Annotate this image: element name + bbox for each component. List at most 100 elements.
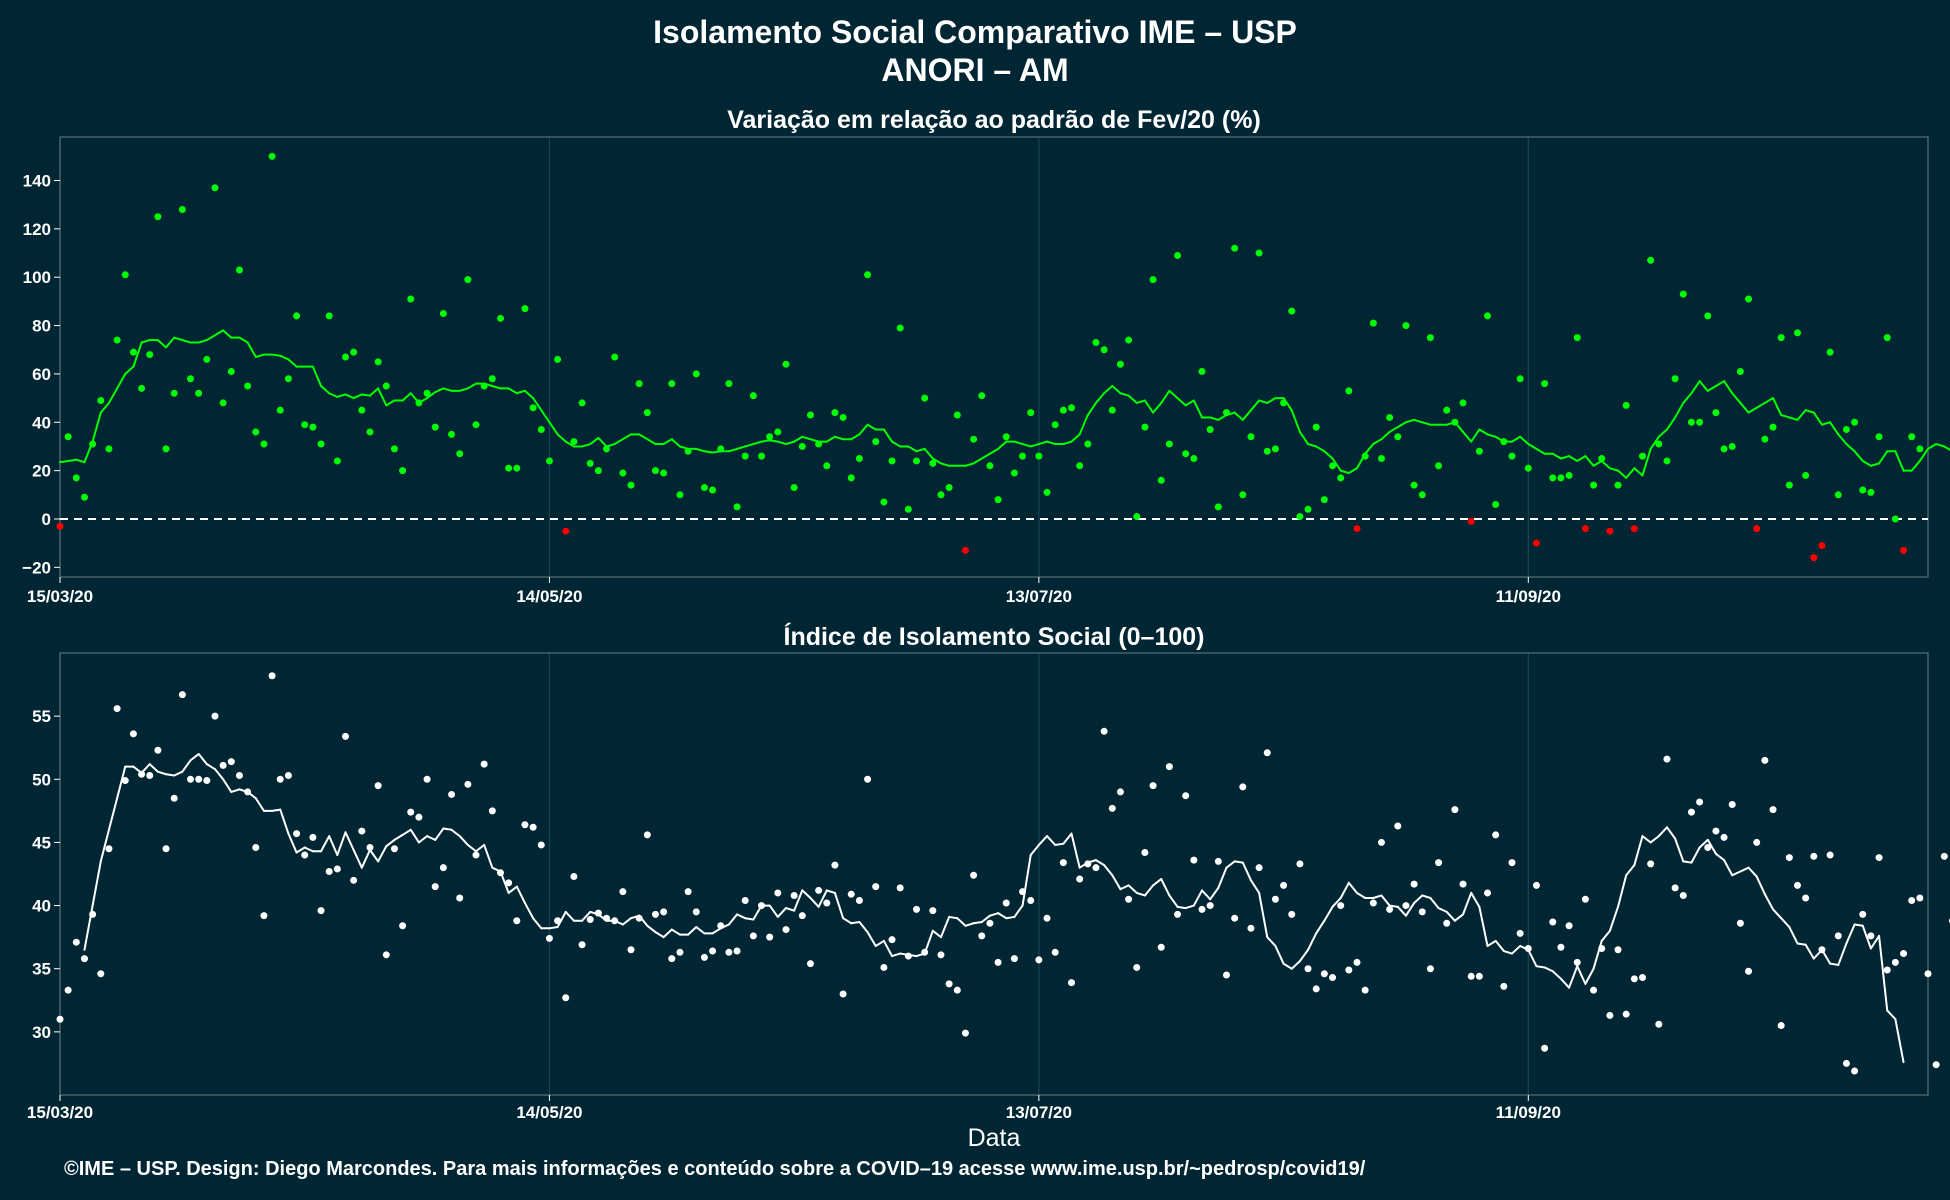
data-point [1777, 334, 1785, 342]
data-point [1133, 963, 1141, 971]
moving-average-segment [1029, 843, 1040, 857]
moving-average-segment [1380, 894, 1391, 907]
moving-average-segment [1315, 445, 1326, 453]
moving-average-series [59, 329, 1950, 479]
data-point [978, 932, 986, 940]
moving-average-segment [1462, 430, 1473, 443]
data-point [1035, 452, 1043, 460]
data-point [1663, 755, 1671, 763]
data-point [317, 440, 325, 448]
moving-average-segment [1103, 385, 1114, 395]
data-point [1206, 426, 1214, 434]
moving-average-segment [1046, 440, 1057, 446]
data-point [252, 843, 260, 851]
chart-panel-2: Índice de Isolamento Social (0–100) 30 35 4… [27, 622, 1950, 1150]
data-point [1818, 946, 1826, 954]
moving-average-segment [866, 423, 877, 431]
data-point [1386, 413, 1394, 421]
moving-average-segment [646, 924, 657, 934]
moving-average-series [83, 753, 1905, 1064]
moving-average-segment [1029, 443, 1040, 448]
moving-average-segment [466, 382, 478, 390]
moving-average-segment [662, 438, 673, 446]
data-point [423, 389, 431, 397]
moving-average-segment [1706, 838, 1717, 855]
data-point [72, 474, 80, 482]
data-point [1908, 433, 1916, 441]
data-point [611, 353, 619, 361]
moving-average-segment [279, 808, 290, 835]
moving-average-segment [1323, 450, 1334, 460]
moving-average-segment [980, 914, 991, 923]
moving-average-segment [988, 912, 1000, 917]
moving-average-segment [581, 443, 592, 448]
moving-average-segment [1804, 943, 1815, 960]
moving-average-segment [1886, 1009, 1897, 1021]
moving-average-segment [352, 393, 363, 400]
data-point [80, 955, 88, 963]
moving-average-segment [1445, 910, 1456, 922]
data-point [358, 827, 366, 835]
moving-average-segment [1755, 401, 1766, 409]
data-point [1157, 943, 1165, 951]
data-point [961, 546, 969, 554]
data-point [937, 491, 945, 499]
moving-average-segment [279, 354, 290, 361]
data-point [676, 948, 684, 956]
moving-average-segment [1869, 934, 1881, 950]
data-point [1875, 433, 1883, 441]
moving-average-segment [1372, 438, 1383, 446]
moving-average-segment [597, 436, 608, 448]
data-point [782, 926, 790, 934]
moving-average-segment [91, 411, 102, 443]
data-point [1679, 290, 1687, 298]
data-point [1769, 423, 1777, 431]
moving-average-segment [727, 447, 739, 453]
data-point [1704, 843, 1712, 851]
moving-average-segment [793, 435, 804, 443]
data-point [1214, 857, 1222, 865]
moving-average-segment [1209, 886, 1220, 901]
data-point [603, 914, 611, 922]
data-point [1614, 946, 1622, 954]
scatter-points [56, 672, 1950, 1075]
data-point [643, 831, 651, 839]
data-point [1271, 445, 1279, 453]
data-point [1337, 474, 1345, 482]
data-point [227, 368, 235, 376]
moving-average-segment [107, 797, 119, 831]
moving-average-segment [1682, 860, 1693, 864]
data-point [880, 963, 888, 971]
data-point [1655, 1020, 1663, 1028]
moving-average-segment [784, 907, 796, 912]
moving-average-segment [695, 447, 706, 453]
data-point [741, 897, 749, 905]
moving-average-segment [548, 926, 559, 930]
moving-average-segment [833, 891, 845, 920]
moving-average-segment [1486, 939, 1497, 947]
y-tick-label: 0 [42, 510, 51, 529]
data-point [1826, 348, 1834, 356]
data-point [1728, 442, 1736, 450]
data-point [1541, 1044, 1549, 1052]
moving-average-segment [1633, 467, 1644, 477]
data-point [1247, 433, 1255, 441]
data-point [1010, 469, 1018, 477]
moving-average-segment [197, 339, 208, 344]
data-point [1777, 1022, 1785, 1030]
data-point [1541, 380, 1549, 388]
data-point [1761, 756, 1769, 764]
moving-average-segment [589, 436, 600, 446]
data-point [855, 455, 863, 463]
moving-average-segment [1625, 864, 1636, 877]
data-point [1247, 924, 1255, 932]
moving-average-segment [205, 763, 216, 771]
moving-average-segment [165, 336, 176, 349]
moving-average-segment [1135, 891, 1146, 897]
data-point [684, 447, 692, 455]
data-point [1361, 452, 1369, 460]
moving-average-segment [336, 393, 347, 398]
data-point [1728, 801, 1736, 809]
data-point [1492, 831, 1500, 839]
moving-average-segment [165, 773, 176, 777]
